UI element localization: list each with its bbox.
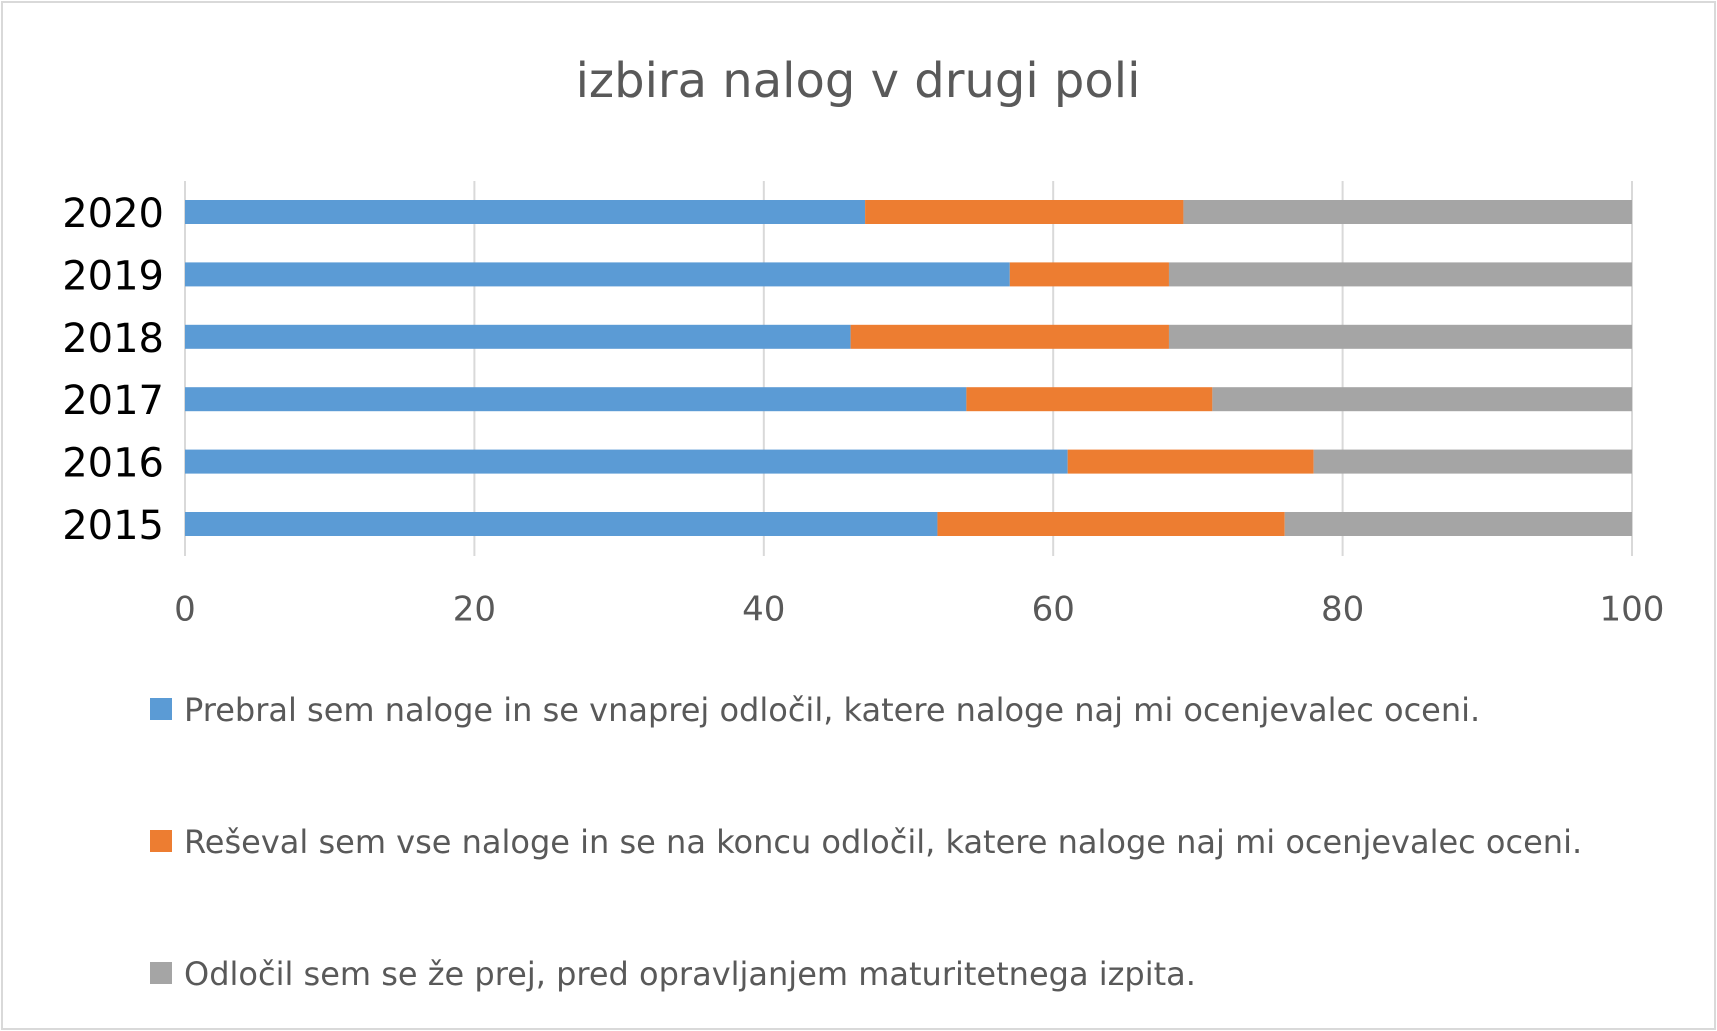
bar-segment bbox=[850, 324, 1169, 349]
x-tick-label: 60 bbox=[1032, 590, 1075, 630]
y-tick-label: 2018 bbox=[62, 316, 164, 362]
y-tick-label: 2015 bbox=[62, 503, 164, 549]
legend-swatch bbox=[150, 830, 172, 852]
bar-segment bbox=[1168, 324, 1632, 349]
bar-segment bbox=[185, 512, 938, 536]
bar-segment bbox=[966, 387, 1213, 412]
bar-segment bbox=[185, 387, 967, 412]
x-tick-label: 20 bbox=[453, 590, 496, 630]
y-tick-label: 2019 bbox=[62, 253, 164, 299]
bar-segment bbox=[185, 200, 866, 224]
legend-item: Prebral sem naloge in se vnaprej odločil… bbox=[150, 688, 1480, 736]
legend-swatch bbox=[150, 962, 172, 984]
bar-segment bbox=[1168, 262, 1632, 287]
bar-segment bbox=[1067, 449, 1314, 474]
bar-segment bbox=[185, 449, 1068, 474]
bar-segment bbox=[1284, 512, 1632, 536]
legend-swatch bbox=[150, 698, 172, 720]
legend-label: Odločil sem se že prej, pred opravljanje… bbox=[184, 955, 1196, 993]
bar-segment bbox=[865, 200, 1184, 224]
bar-segment bbox=[185, 324, 851, 349]
bar-segment bbox=[937, 512, 1285, 536]
bar-segment bbox=[1313, 449, 1632, 474]
y-tick-label: 2017 bbox=[62, 378, 164, 424]
chart-title: izbira nalog v drugi poli bbox=[576, 53, 1141, 109]
x-tick-label: 100 bbox=[1600, 590, 1665, 630]
bar-segment bbox=[1212, 387, 1632, 412]
y-tick-label: 2016 bbox=[62, 441, 164, 487]
bar-segment bbox=[1183, 200, 1632, 224]
x-tick-label: 0 bbox=[174, 590, 196, 630]
x-tick-label: 40 bbox=[742, 590, 785, 630]
legend-label: Reševal sem vse naloge in se na koncu od… bbox=[184, 823, 1583, 861]
y-tick-label: 2020 bbox=[62, 191, 164, 237]
legend-item: Odločil sem se že prej, pred opravljanje… bbox=[150, 952, 1196, 1000]
legend-item: Reševal sem vse naloge in se na koncu od… bbox=[150, 820, 1582, 868]
bar-segment bbox=[185, 262, 1010, 287]
bar-segment bbox=[1009, 262, 1169, 287]
legend-label: Prebral sem naloge in se vnaprej odločil… bbox=[184, 691, 1481, 729]
x-tick-label: 80 bbox=[1321, 590, 1364, 630]
